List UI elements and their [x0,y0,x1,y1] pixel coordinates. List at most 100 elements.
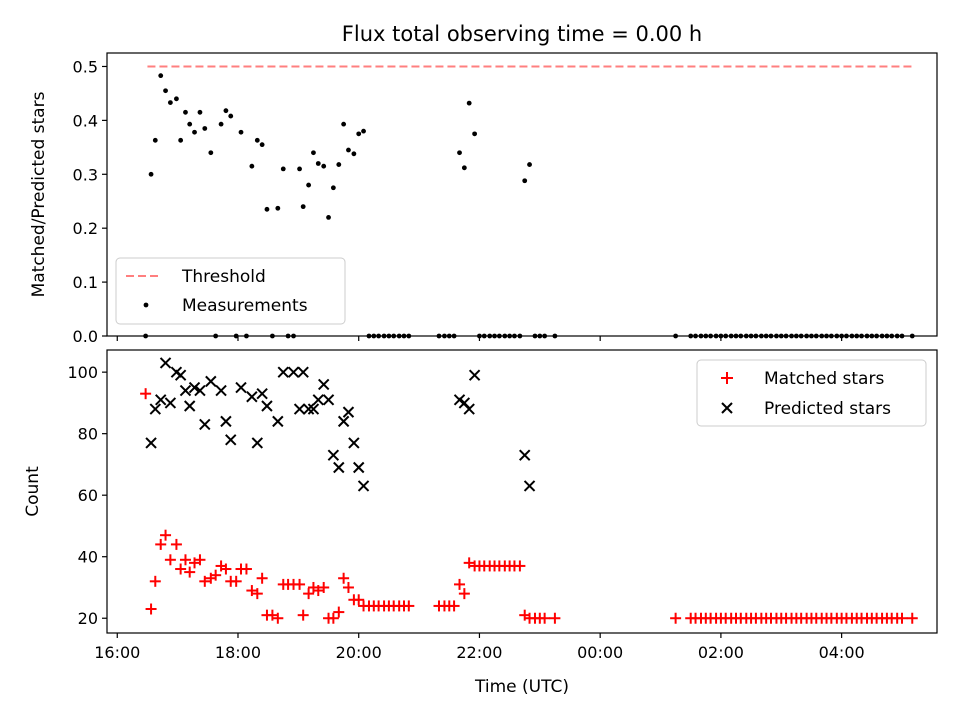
matched-point [240,563,252,575]
predicted-point [348,437,360,449]
measurement-point [300,204,306,210]
measurement-point [472,131,478,137]
predicted-point [519,449,531,461]
predicted-point [523,480,536,492]
measurement-point [254,137,260,143]
matched-point [140,388,152,400]
measurement-point [238,129,244,135]
count-panel: 16:00 18:00 20:00 22:00 00:00 02:00 04:00 20 40 6… [23,349,938,697]
predicted-point [159,357,172,369]
measurement-point [202,126,208,131]
count-y-tick-label: 60 [78,486,98,505]
chart-title: Flux total observing time = 0.00 h [342,22,702,46]
measurement-point [148,171,154,177]
predicted-point [468,369,481,381]
matched-point [338,572,350,584]
measurement-point [461,165,467,171]
measurement-point [197,109,203,115]
measurement-point [351,151,357,157]
legend-predicted-label: Predicted stars [764,399,891,419]
measurement-point [527,162,532,167]
measurement-point [187,121,193,127]
predicted-point [174,369,187,381]
measurement-point [259,142,265,148]
matched-point [353,594,365,606]
predicted-point [225,434,237,446]
predicted-point [312,394,324,406]
measurement-point [163,88,168,94]
predicted-point [188,381,201,394]
matched-point [333,606,345,618]
predicted-point [357,480,370,492]
matched-point [448,600,460,612]
predicted-point [463,403,475,415]
measurement-point [306,182,312,188]
ratio-axis-ticks: 0.0 0.1 0.2 0.3 0.4 0.5 [73,57,843,346]
count-y-tick-label: 40 [78,548,98,567]
predicted-point [235,381,247,394]
count-x-tick-label: 22:00 [456,643,502,662]
count-y-axis-label: Count [23,466,43,517]
ratio-legend-box [115,257,346,325]
measurement-point [264,206,270,212]
legend-matched-label: Matched stars [764,369,884,389]
matched-point [458,588,470,600]
measurement-point [223,108,229,114]
count-x-tick-label: 20:00 [336,643,382,662]
matched-point [318,581,330,593]
measurement-point [218,121,224,127]
predicted-point [155,394,167,406]
matched-point [297,609,309,621]
ratio-y-tick-label: 0.4 [73,111,98,130]
ratio-y-axis-label: Matched/Predicted stars [29,91,49,297]
measurement-point [228,113,234,119]
measurement-point [321,163,327,169]
count-x-tick-label: 02:00 [698,643,744,662]
count-x-tick-label: 18:00 [215,643,261,662]
predicted-point [342,406,355,418]
predicted-point [205,375,217,388]
predicted-point [199,418,211,431]
measurement-point [361,128,366,134]
matched-point [145,603,157,615]
predicted-point [145,437,157,449]
measurement-point [192,129,197,135]
matched-point [272,612,284,624]
count-axis-ticks: 16:00 18:00 20:00 22:00 00:00 02:00 04:00 20 40 6… [67,363,864,662]
matched-point [403,600,415,612]
count-y-tick-label: 80 [78,425,98,444]
count-plot-frame [106,349,938,634]
ratio-legend: Threshold Measurements [115,257,346,325]
measurement-point [346,147,351,153]
measurement-point [297,166,302,172]
predicted-point [183,400,196,412]
measurement-point [466,100,472,106]
matched-point [906,612,918,624]
ratio-y-tick-label: 0.2 [73,219,98,238]
predicted-point [246,391,258,403]
predicted-point [307,403,320,415]
legend-predicted-swatch [721,402,733,414]
ratio-plot-frame [106,52,938,337]
measurement-point [152,137,158,143]
measurement-point [341,121,347,127]
measurement-point [356,131,362,137]
measurement-point [330,185,336,191]
ratio-y-tick-label: 0.3 [73,165,98,184]
matched-point [251,588,263,600]
predicted-point [297,366,309,378]
matched-point [210,569,222,581]
count-x-tick-label: 00:00 [577,643,623,662]
ratio-panel: Flux total observing time = 0.00 h 0.00.… [29,22,938,346]
matched-point [539,612,551,624]
measurement-point [522,178,528,184]
matched-point [194,554,206,566]
legend-measurements-swatch [143,302,149,308]
matched-point [294,578,306,590]
predicted-point [194,384,206,397]
matched-point [230,575,242,587]
matched-point [896,612,908,624]
count-legend: Matched stars Predicted stars [696,359,927,427]
matched-point [670,612,682,624]
